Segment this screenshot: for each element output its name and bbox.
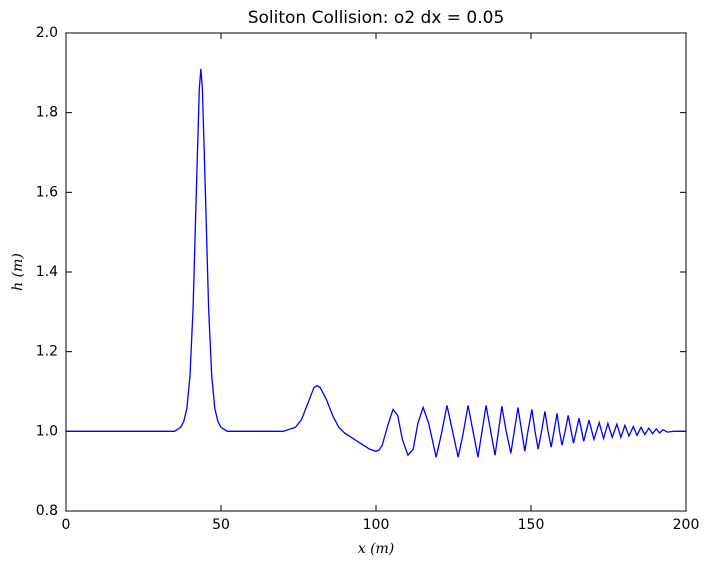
y-tick-label: 1.4 — [36, 264, 58, 280]
x-tick-label: 150 — [518, 517, 545, 533]
data-line — [66, 68, 686, 458]
y-tick-label: 1.8 — [36, 105, 58, 121]
y-tick-label: 1.6 — [36, 184, 58, 200]
x-tick-label: 100 — [363, 517, 390, 533]
y-axis-label: h (m) — [10, 253, 26, 291]
y-tick-label: 1.0 — [36, 423, 58, 439]
x-tick-label: 200 — [673, 517, 700, 533]
chart-title: Soliton Collision: o2 dx = 0.05 — [248, 8, 505, 28]
x-tick-label: 0 — [62, 517, 71, 533]
y-tick-label: 1.2 — [36, 344, 58, 360]
plot-frame — [65, 32, 687, 512]
x-axis-label: x (m) — [358, 541, 395, 557]
x-tick-label: 50 — [212, 517, 230, 533]
y-tick-label: 2.0 — [36, 25, 58, 41]
y-tick-label: 0.8 — [36, 503, 58, 519]
